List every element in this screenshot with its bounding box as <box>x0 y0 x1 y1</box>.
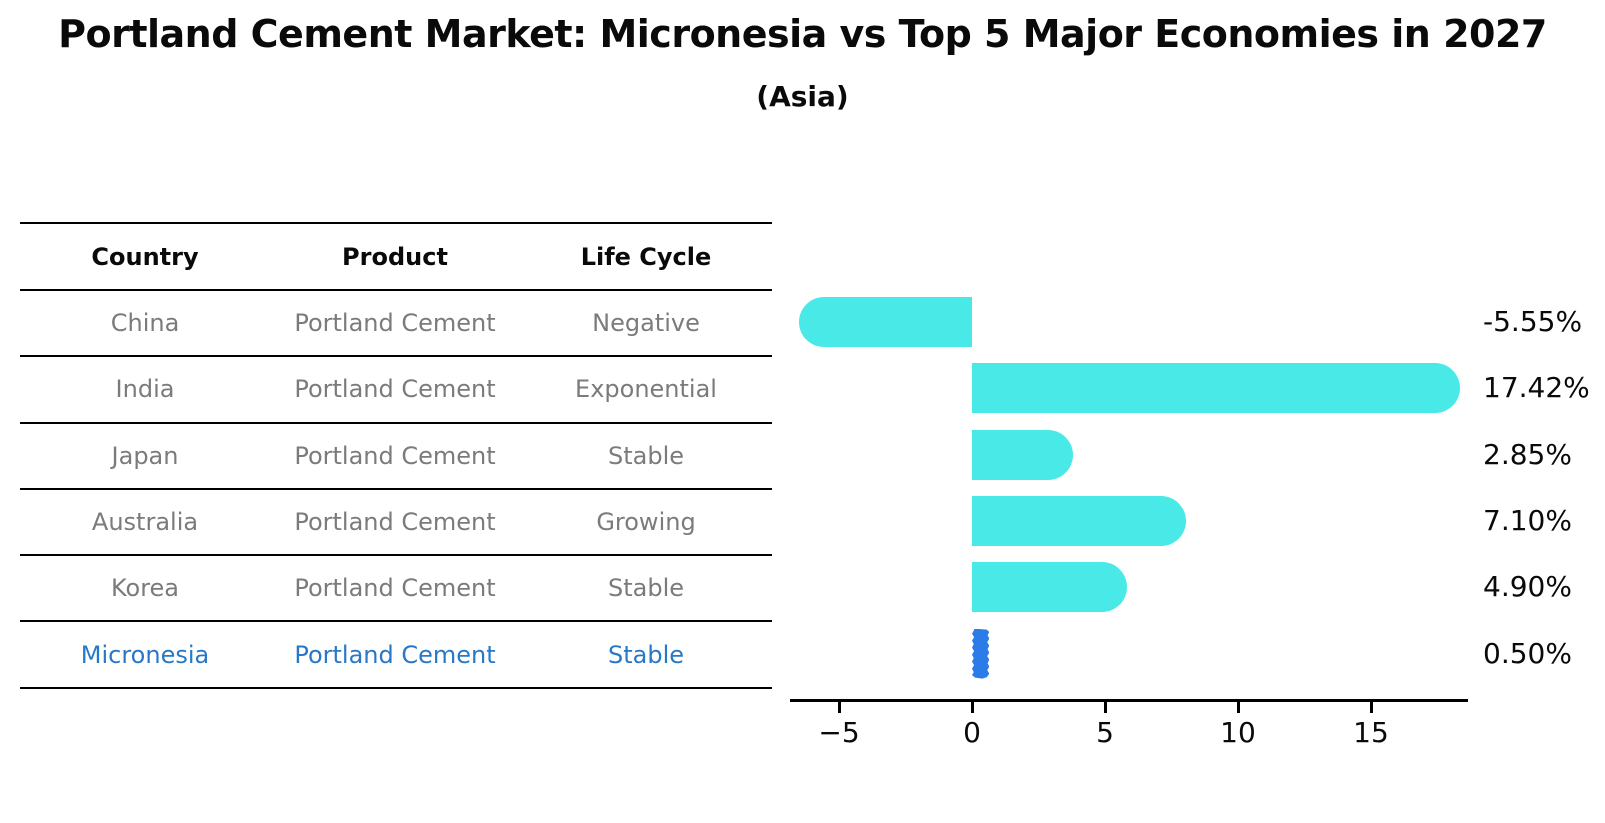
x-tick-label-10: 10 <box>1220 716 1256 749</box>
cell-product: Portland Cement <box>294 574 496 603</box>
x-tick-15 <box>1369 702 1373 713</box>
cell-country: Micronesia <box>80 640 210 669</box>
x-tick-label--5: −5 <box>818 716 860 749</box>
value-label-korea: 4.90% <box>1483 570 1572 604</box>
table-row-japan: Japan Portland Cement Stable <box>20 424 772 490</box>
bar-china <box>799 297 972 348</box>
bar-japan <box>972 429 1073 480</box>
table-header-country: Country <box>91 242 199 271</box>
x-axis-line <box>790 699 1468 702</box>
bar-korea <box>972 562 1128 613</box>
table-header-lifecycle: Life Cycle <box>580 242 712 271</box>
cell-country: India <box>115 375 175 404</box>
table-row-korea: Korea Portland Cement Stable <box>20 556 772 623</box>
table-row-india: India Portland Cement Exponential <box>20 357 772 424</box>
data-table: Country Product Life Cycle China Portland… <box>20 222 772 689</box>
x-tick--5 <box>837 702 841 713</box>
value-label-micronesia: 0.50% <box>1483 636 1572 670</box>
cell-life-cycle: Stable <box>607 640 685 669</box>
cell-product: Portland Cement <box>294 309 496 338</box>
cell-country: Japan <box>111 441 179 470</box>
value-label-japan: 2.85% <box>1483 437 1572 471</box>
chart-subtitle: (Asia) <box>756 80 849 113</box>
value-label-china: -5.55% <box>1483 305 1583 339</box>
x-tick-0 <box>970 702 974 713</box>
cell-product: Portland Cement <box>294 441 496 470</box>
cell-product: Portland Cement <box>294 375 496 404</box>
chart-title: Portland Cement Market: Micronesia vs To… <box>58 12 1547 56</box>
table-header-product: Product <box>342 242 448 271</box>
cell-life-cycle: Exponential <box>575 375 717 404</box>
cell-life-cycle: Growing <box>596 508 696 537</box>
bar-micronesia <box>972 628 990 679</box>
bar-india <box>972 363 1461 414</box>
cell-life-cycle: Stable <box>607 574 685 603</box>
x-tick-5 <box>1103 702 1107 713</box>
cell-product: Portland Cement <box>294 508 496 537</box>
table-body: China Portland Cement Negative India Portlan… <box>20 291 772 689</box>
x-tick-label-5: 5 <box>1096 716 1114 749</box>
cell-country: China <box>110 309 180 338</box>
x-tick-label-15: 15 <box>1353 716 1389 749</box>
table-row-australia: Australia Portland Cement Growing <box>20 490 772 557</box>
bar-australia <box>972 496 1186 547</box>
x-tick-label-0: 0 <box>963 716 981 749</box>
cell-life-cycle: Negative <box>592 309 700 338</box>
x-tick-10 <box>1236 702 1240 713</box>
value-label-australia: 7.10% <box>1483 504 1572 538</box>
table-header-row: Country Product Life Cycle <box>20 224 772 291</box>
value-label-india: 17.42% <box>1483 371 1590 405</box>
cell-life-cycle: Stable <box>607 441 685 470</box>
cell-country: Australia <box>91 508 199 537</box>
table-row-micronesia: Micronesia Portland Cement Stable <box>20 622 772 689</box>
cell-country: Korea <box>110 574 180 603</box>
cell-product: Portland Cement <box>294 640 496 669</box>
table-row-china: China Portland Cement Negative <box>20 291 772 358</box>
